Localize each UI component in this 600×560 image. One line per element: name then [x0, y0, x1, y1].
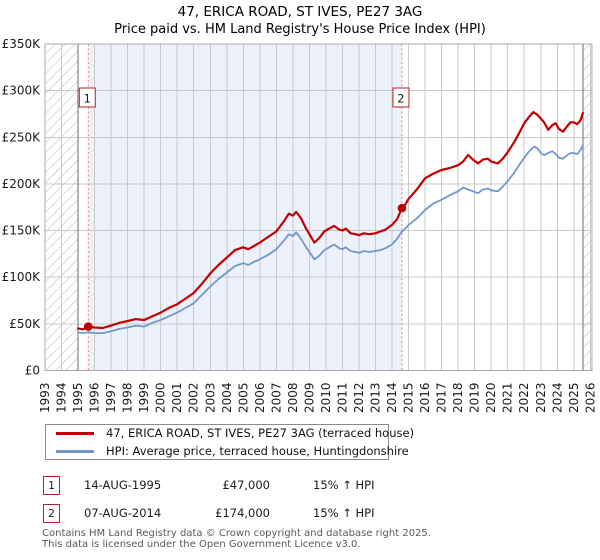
- y-tick-label: £50K: [9, 317, 41, 331]
- x-tick-label: 1999: [137, 382, 151, 413]
- sale-marker-dot-2: [397, 203, 407, 213]
- sale-marker-dot-1: [83, 322, 93, 331]
- x-tick-label: 2003: [203, 382, 217, 413]
- x-tick-label: 2022: [517, 382, 531, 413]
- sale-2-hpi-diff: 15% ↑ HPI: [313, 506, 375, 520]
- y-tick-label: £200K: [2, 177, 42, 191]
- x-tick-label: 2025: [567, 382, 581, 413]
- legend-hpi-label: HPI: Average price, terraced house, Hunt…: [106, 444, 409, 458]
- sale-1-hpi-diff: 15% ↑ HPI: [313, 478, 375, 492]
- hpi-line-swatch: [56, 449, 94, 453]
- x-tick-label: 2015: [402, 382, 416, 413]
- ownership-period-shading: [88, 44, 402, 371]
- sale-row-2: 2 07-AUG-2014 £174,000 15% ↑ HPI: [0, 504, 600, 523]
- footer-line-1: Contains HM Land Registry data © Crown c…: [42, 528, 431, 539]
- x-tick-label: 2026: [583, 382, 597, 413]
- sale-row-1: 1 14-AUG-1995 £47,000 15% ↑ HPI: [0, 476, 600, 495]
- sale-flag-box-1: [78, 87, 96, 108]
- sale-1-date: 14-AUG-1995: [84, 478, 162, 492]
- x-tick-label: 2020: [484, 382, 498, 413]
- y-tick-label: £0: [25, 363, 40, 377]
- page-title: 47, ERICA ROAD, ST IVES, PE27 3AG: [177, 4, 423, 20]
- chart-legend: 47, ERICA ROAD, ST IVES, PE27 3AG (terra…: [45, 424, 414, 460]
- x-tick-label: 2005: [236, 382, 250, 413]
- x-tick-label: 2014: [385, 382, 399, 413]
- sale-flag-box-2: [392, 87, 410, 108]
- sale-1-number-badge: 1: [43, 476, 60, 495]
- sale-2-date: 07-AUG-2014: [84, 506, 162, 520]
- no-data-hatch-2: [582, 44, 592, 371]
- x-tick-label: 2008: [286, 382, 300, 413]
- x-tick-label: 2016: [418, 382, 432, 413]
- footer-line-2: This data is licensed under the Open Gov…: [42, 539, 361, 550]
- x-tick-label: 1994: [55, 382, 69, 413]
- license-footer: Contains HM Land Registry data © Crown c…: [42, 528, 431, 550]
- x-tick-label: 1993: [38, 382, 52, 413]
- legend-property-label: 47, ERICA ROAD, ST IVES, PE27 3AG (terra…: [106, 426, 415, 440]
- x-tick-label: 2018: [451, 382, 465, 413]
- y-tick-label: £150K: [2, 224, 42, 238]
- x-tick-label: 2006: [253, 382, 267, 413]
- y-tick-label: £250K: [2, 130, 42, 144]
- x-tick-label: 2007: [269, 382, 283, 413]
- y-tick-label: £300K: [2, 84, 42, 98]
- y-tick-label: £100K: [2, 270, 42, 284]
- hpi-line: [77, 143, 584, 335]
- x-tick-label: 2013: [369, 382, 383, 413]
- legend-item-property: 47, ERICA ROAD, ST IVES, PE27 3AG (terra…: [56, 425, 414, 441]
- legend-item-hpi: HPI: Average price, terraced house, Hunt…: [56, 443, 409, 459]
- x-tick-label: 2000: [154, 382, 168, 413]
- sale-2-number-badge: 2: [43, 504, 60, 523]
- x-tick-label: 2001: [170, 382, 184, 413]
- sale-2-price: £174,000: [215, 506, 270, 520]
- x-tick-label: 2009: [302, 382, 316, 413]
- y-tick-label: £350K: [2, 37, 42, 51]
- property-line-swatch: [56, 431, 94, 435]
- x-tick-label: 1998: [121, 382, 135, 413]
- x-tick-label: 2023: [534, 382, 548, 413]
- x-tick-label: 1996: [88, 382, 102, 413]
- sale-flag-label-2: 2: [397, 92, 404, 106]
- x-tick-label: 2021: [501, 382, 515, 413]
- x-tick-label: 2024: [550, 382, 564, 413]
- x-tick-label: 2002: [187, 382, 201, 413]
- x-tick-label: 1995: [71, 382, 85, 413]
- chart-titles: 47, ERICA ROAD, ST IVES, PE27 3AG Price …: [0, 3, 600, 38]
- plot-border: [44, 43, 593, 371]
- property-line: [76, 110, 585, 331]
- x-tick-label: 2010: [319, 382, 333, 413]
- x-tick-label: 2017: [435, 382, 449, 413]
- sale-1-price: £47,000: [222, 478, 270, 492]
- x-tick-label: 2019: [468, 382, 482, 413]
- sale-flag-label-1: 1: [84, 92, 91, 106]
- x-tick-label: 1997: [104, 382, 118, 413]
- page-subtitle: Price paid vs. HM Land Registry's House …: [114, 22, 486, 37]
- x-tick-label: 2012: [352, 382, 366, 413]
- x-tick-label: 2004: [220, 382, 234, 413]
- x-tick-label: 2011: [335, 382, 349, 413]
